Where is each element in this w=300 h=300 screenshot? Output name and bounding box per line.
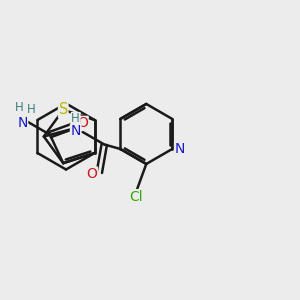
Text: N: N: [17, 116, 28, 130]
Text: O: O: [77, 116, 88, 130]
Text: N: N: [70, 124, 81, 138]
Text: Cl: Cl: [129, 190, 143, 204]
Text: H: H: [15, 100, 24, 113]
Text: N: N: [175, 142, 185, 156]
Text: H: H: [27, 103, 36, 116]
Text: H: H: [71, 112, 80, 125]
Text: S: S: [58, 102, 68, 117]
Text: O: O: [86, 167, 97, 181]
